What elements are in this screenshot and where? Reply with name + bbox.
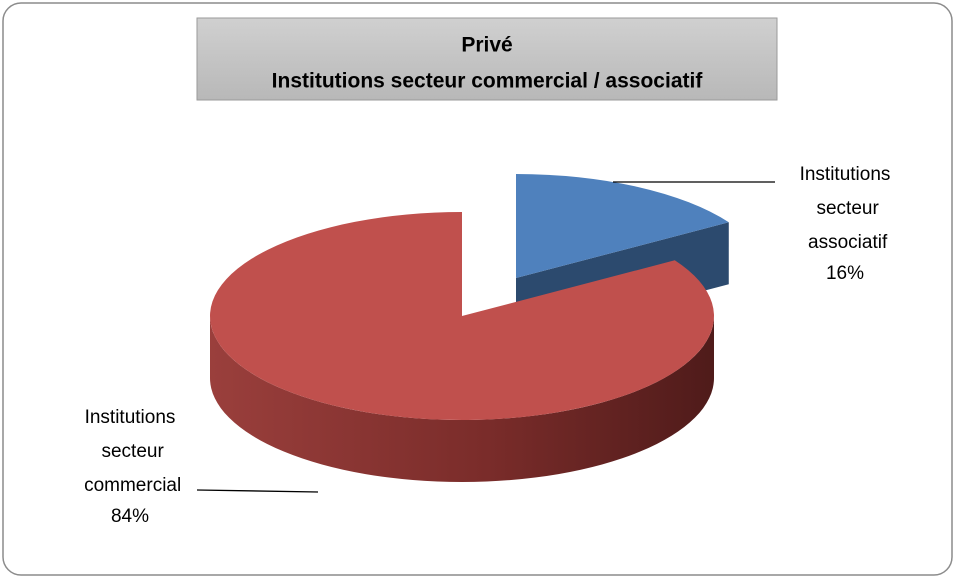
labels: Institutions secteur associatif 16% Instit…: [79, 164, 891, 527]
data-label-value: 16%: [826, 263, 864, 284]
data-label-name: Institutions secteur commercial: [79, 407, 181, 496]
slice-top: [210, 212, 715, 421]
title-box: [196, 17, 778, 101]
slice-top: [516, 174, 729, 278]
slice-wall: [210, 316, 714, 482]
pie: [210, 174, 729, 482]
chart-subtitle: Institutions secteur commercial / associ…: [272, 70, 704, 93]
data-label-value: 84%: [111, 506, 149, 527]
leader-line: [196, 489, 319, 493]
chart-frame: [2, 2, 953, 576]
chart-title: Privé: [461, 34, 512, 57]
data-label-name: Institutions secteur associatif: [800, 164, 891, 253]
